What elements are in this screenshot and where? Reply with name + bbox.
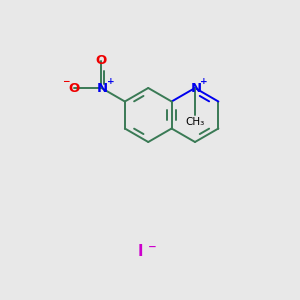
Text: +: +: [107, 77, 114, 86]
Text: O: O: [69, 82, 80, 94]
Text: I: I: [137, 244, 143, 260]
Text: +: +: [200, 77, 208, 86]
Text: N: N: [190, 82, 202, 95]
Text: O: O: [96, 55, 107, 68]
Text: CH₃: CH₃: [185, 117, 205, 127]
Text: −: −: [62, 77, 69, 86]
Text: −: −: [148, 242, 156, 252]
Text: N: N: [97, 82, 108, 95]
